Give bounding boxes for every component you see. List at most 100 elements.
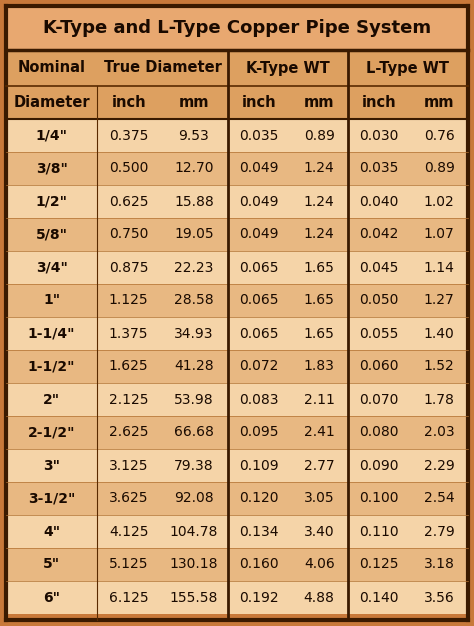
- Text: 0.89: 0.89: [304, 128, 335, 143]
- Text: 2.79: 2.79: [424, 525, 455, 538]
- Text: inch: inch: [111, 95, 146, 110]
- Text: 1-1/2": 1-1/2": [28, 359, 75, 374]
- Text: 2.77: 2.77: [304, 458, 335, 473]
- Text: 2": 2": [43, 393, 60, 406]
- Text: 0.120: 0.120: [239, 491, 279, 506]
- Text: 9.53: 9.53: [179, 128, 210, 143]
- Text: 155.58: 155.58: [170, 590, 218, 605]
- Text: 5/8": 5/8": [36, 227, 68, 242]
- Text: 1.14: 1.14: [424, 260, 455, 274]
- Text: 1.40: 1.40: [424, 327, 455, 341]
- Text: 1.24: 1.24: [304, 195, 335, 208]
- Text: 0.76: 0.76: [424, 128, 455, 143]
- Text: 92.08: 92.08: [174, 491, 214, 506]
- Text: 3/8": 3/8": [36, 162, 68, 175]
- Text: 0.050: 0.050: [360, 294, 399, 307]
- Text: 2.03: 2.03: [424, 426, 455, 439]
- Text: 0.375: 0.375: [109, 128, 148, 143]
- Text: 1.83: 1.83: [304, 359, 335, 374]
- Text: 2.54: 2.54: [424, 491, 455, 506]
- Bar: [6, 152, 468, 185]
- Text: 1.65: 1.65: [304, 327, 335, 341]
- Text: 4.125: 4.125: [109, 525, 148, 538]
- Text: 3.05: 3.05: [304, 491, 335, 506]
- Text: 0.030: 0.030: [360, 128, 399, 143]
- Text: 28.58: 28.58: [174, 294, 214, 307]
- Text: 1/4": 1/4": [36, 128, 68, 143]
- Text: 1.24: 1.24: [304, 227, 335, 242]
- Text: 0.055: 0.055: [360, 327, 399, 341]
- Text: K-Type and L-Type Copper Pipe System: K-Type and L-Type Copper Pipe System: [43, 19, 431, 37]
- Text: 0.192: 0.192: [239, 590, 279, 605]
- Text: 1.07: 1.07: [424, 227, 455, 242]
- Text: 1/2": 1/2": [36, 195, 68, 208]
- Text: Nominal: Nominal: [18, 61, 86, 76]
- Text: 2.625: 2.625: [109, 426, 148, 439]
- Text: 66.68: 66.68: [174, 426, 214, 439]
- Text: 6": 6": [43, 590, 60, 605]
- Text: 1.24: 1.24: [304, 162, 335, 175]
- Text: 1.625: 1.625: [109, 359, 148, 374]
- Text: 6.125: 6.125: [109, 590, 148, 605]
- Bar: [6, 119, 468, 152]
- Text: 19.05: 19.05: [174, 227, 214, 242]
- Text: L-Type WT: L-Type WT: [366, 61, 449, 76]
- Bar: [6, 185, 468, 218]
- Bar: [6, 416, 468, 449]
- Text: 0.035: 0.035: [360, 162, 399, 175]
- Text: 0.095: 0.095: [239, 426, 279, 439]
- Text: 104.78: 104.78: [170, 525, 218, 538]
- Text: inch: inch: [242, 95, 276, 110]
- Text: 0.072: 0.072: [239, 359, 279, 374]
- Text: 0.070: 0.070: [360, 393, 399, 406]
- Text: 12.70: 12.70: [174, 162, 214, 175]
- Text: True Diameter: True Diameter: [104, 61, 221, 76]
- Text: mm: mm: [179, 95, 209, 110]
- Text: 1-1/4": 1-1/4": [28, 327, 75, 341]
- Text: 3.625: 3.625: [109, 491, 148, 506]
- Text: 15.88: 15.88: [174, 195, 214, 208]
- Text: mm: mm: [304, 95, 335, 110]
- Text: 0.89: 0.89: [424, 162, 455, 175]
- Text: 3.125: 3.125: [109, 458, 148, 473]
- Text: K-Type WT: K-Type WT: [246, 61, 330, 76]
- Text: 1.02: 1.02: [424, 195, 455, 208]
- Text: 0.065: 0.065: [239, 260, 279, 274]
- Text: 5": 5": [43, 558, 60, 572]
- Text: 0.049: 0.049: [239, 162, 279, 175]
- Bar: [6, 581, 468, 614]
- Bar: [6, 251, 468, 284]
- Text: 2.41: 2.41: [304, 426, 335, 439]
- Text: 3": 3": [43, 458, 60, 473]
- Text: 2.11: 2.11: [304, 393, 335, 406]
- Text: 1.65: 1.65: [304, 294, 335, 307]
- Text: 1.65: 1.65: [304, 260, 335, 274]
- Text: 79.38: 79.38: [174, 458, 214, 473]
- Text: 0.625: 0.625: [109, 195, 148, 208]
- Text: 3-1/2": 3-1/2": [28, 491, 75, 506]
- Bar: [6, 482, 468, 515]
- Text: inch: inch: [362, 95, 397, 110]
- Text: 0.750: 0.750: [109, 227, 148, 242]
- Bar: [6, 449, 468, 482]
- Text: 130.18: 130.18: [170, 558, 218, 572]
- Text: 0.109: 0.109: [239, 458, 279, 473]
- Bar: [6, 317, 468, 350]
- Text: 1.78: 1.78: [424, 393, 455, 406]
- Text: 0.042: 0.042: [360, 227, 399, 242]
- Bar: [6, 6, 468, 50]
- Bar: [6, 284, 468, 317]
- Text: 0.035: 0.035: [239, 128, 279, 143]
- Text: 5.125: 5.125: [109, 558, 148, 572]
- Text: 0.080: 0.080: [359, 426, 399, 439]
- Text: 0.083: 0.083: [239, 393, 279, 406]
- Text: 1.375: 1.375: [109, 327, 148, 341]
- Text: 0.060: 0.060: [359, 359, 399, 374]
- Text: 0.065: 0.065: [239, 294, 279, 307]
- Text: 22.23: 22.23: [174, 260, 214, 274]
- Text: 0.065: 0.065: [239, 327, 279, 341]
- Text: 0.125: 0.125: [359, 558, 399, 572]
- Text: 2.125: 2.125: [109, 393, 148, 406]
- Text: 3.18: 3.18: [424, 558, 455, 572]
- Text: 0.090: 0.090: [359, 458, 399, 473]
